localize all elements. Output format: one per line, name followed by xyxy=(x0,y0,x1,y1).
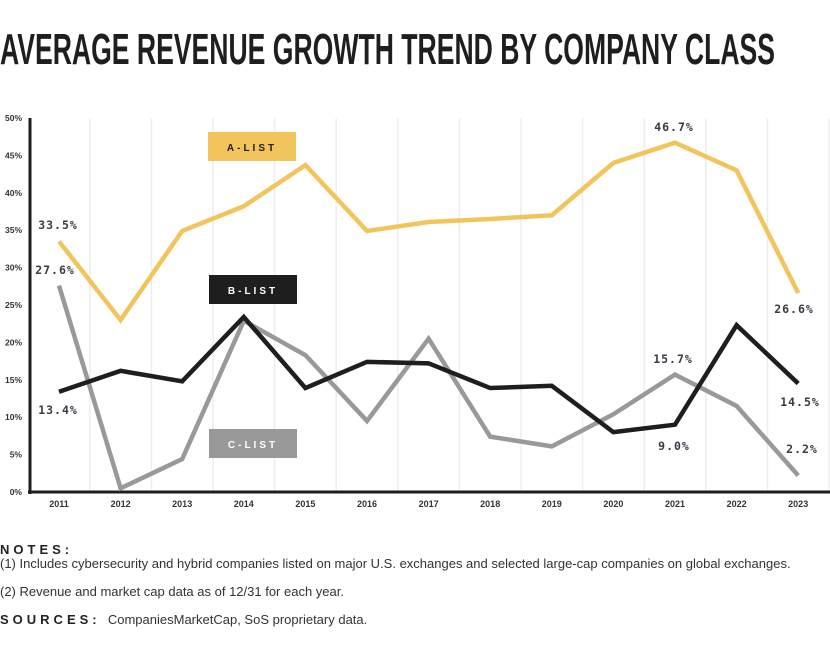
data-label: 33.5% xyxy=(38,218,78,232)
data-label: 15.7% xyxy=(653,352,693,366)
y-tick-label: 25% xyxy=(5,300,22,310)
data-label: 13.4% xyxy=(38,403,78,417)
series-line-a-list xyxy=(57,140,801,324)
x-tick-label: 2011 xyxy=(49,499,69,509)
sources-text: CompaniesMarketCap, SoS proprietary data… xyxy=(107,612,368,627)
data-label: 46.7% xyxy=(654,120,694,134)
series-line-c-list xyxy=(56,284,800,492)
data-label: 14.5% xyxy=(780,395,820,409)
sources-heading: SOURCES: xyxy=(0,612,101,627)
legend-box-a-list xyxy=(208,132,296,161)
y-tick-label: 0% xyxy=(10,487,23,497)
x-tick-label: 2022 xyxy=(727,499,747,509)
legend-label: B-LIST xyxy=(228,286,278,297)
x-tick-label: 2017 xyxy=(419,499,439,509)
y-tick-label: 30% xyxy=(5,263,22,273)
legend-box-b-list xyxy=(209,275,297,304)
y-tick-label: 45% xyxy=(5,150,22,160)
y-tick-label: 5% xyxy=(10,450,23,460)
series-line-b-list xyxy=(58,313,800,435)
data-label: 26.6% xyxy=(774,302,814,316)
x-tick-label: 2020 xyxy=(603,499,623,509)
x-tick-label: 2023 xyxy=(788,499,808,509)
legend-label: C-LIST xyxy=(228,440,278,451)
sources: SOURCES: CompaniesMarketCap, SoS proprie… xyxy=(0,613,820,627)
x-tick-label: 2021 xyxy=(665,499,685,509)
y-tick-label: 10% xyxy=(5,412,22,422)
note-1: (1) Includes cybersecurity and hybrid co… xyxy=(0,556,791,571)
y-tick-label: 35% xyxy=(5,225,22,235)
y-tick-label: 15% xyxy=(5,375,22,385)
x-tick-label: 2012 xyxy=(111,499,131,509)
data-label: 2.2% xyxy=(786,442,818,456)
x-tick-label: 2013 xyxy=(172,499,192,509)
y-tick-label: 40% xyxy=(5,188,22,198)
legend-box-c-list xyxy=(209,429,297,458)
x-tick-label: 2015 xyxy=(295,499,315,509)
data-label: 9.0% xyxy=(658,439,690,453)
chart-title: AVERAGE REVENUE GROWTH TREND BY COMPANY … xyxy=(0,25,775,74)
x-tick-label: 2019 xyxy=(542,499,562,509)
legend-label: A-LIST xyxy=(227,143,277,154)
y-tick-label: 50% xyxy=(5,113,22,123)
x-tick-label: 2018 xyxy=(480,499,500,509)
notes-section: NOTES: (1) Includes cybersecurity and hy… xyxy=(0,543,820,627)
line-chart: AVERAGE REVENUE GROWTH TREND BY COMPANY … xyxy=(0,25,830,509)
notes-heading: NOTES: xyxy=(0,542,74,557)
data-label: 27.6% xyxy=(35,263,75,277)
x-tick-label: 2014 xyxy=(234,499,254,509)
y-tick-label: 20% xyxy=(5,337,22,347)
x-tick-label: 2016 xyxy=(357,499,377,509)
note-2: (2) Revenue and market cap data as of 12… xyxy=(0,584,344,599)
